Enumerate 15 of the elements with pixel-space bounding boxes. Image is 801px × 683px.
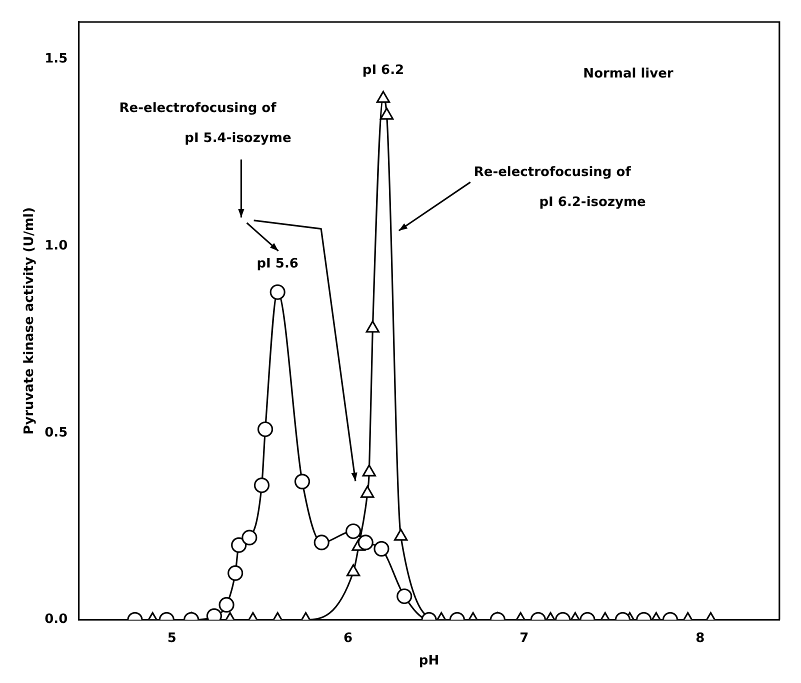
x-tick-label: 8 [696, 630, 705, 646]
x-axis-title: pH [418, 654, 440, 669]
annotation: Normal liver [583, 66, 674, 82]
x-tick-label: 7 [520, 630, 529, 646]
annotation: pI 6.2 [362, 62, 404, 78]
annotation: Re-electrofocusing of pI 5.4-isozyme [119, 101, 292, 146]
y-tick-label: 0.0 [44, 612, 68, 628]
x-tick-label: 6 [344, 630, 353, 646]
x-tick-label: 5 [167, 630, 176, 646]
y-axis-title: Pyruvate kinase activity (U/ml) [22, 207, 38, 435]
annotation: Re-electrofocusing of pI 6.2-isozyme [474, 165, 646, 210]
y-tick-label: 1.0 [44, 238, 68, 254]
y-tick-label: 1.5 [44, 52, 68, 67]
y-tick-label: 0.5 [44, 425, 68, 440]
annotation: pI 5.6 [256, 256, 298, 272]
